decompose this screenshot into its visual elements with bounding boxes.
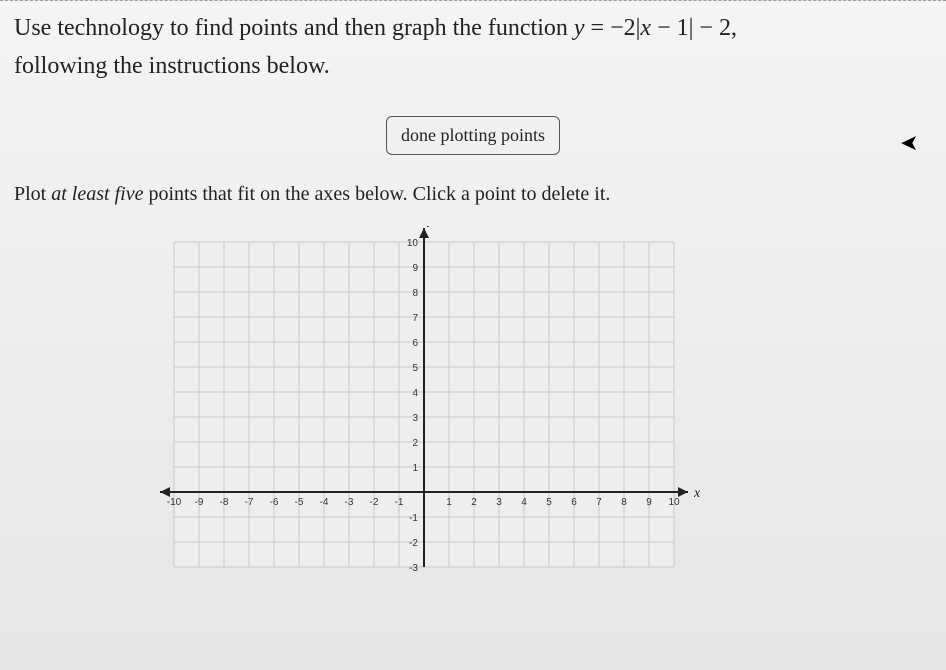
svg-text:9: 9 xyxy=(646,497,652,508)
svg-text:6: 6 xyxy=(571,497,577,508)
question-text: Use technology to find points and then g… xyxy=(14,9,932,86)
svg-text:1: 1 xyxy=(412,463,418,474)
svg-text:4: 4 xyxy=(412,388,418,399)
svg-text:4: 4 xyxy=(521,497,527,508)
instructions-suffix: points that fit on the axes below. Click… xyxy=(143,183,610,205)
cursor-icon: ➤ xyxy=(900,130,918,156)
svg-text:7: 7 xyxy=(596,497,602,508)
svg-text:2: 2 xyxy=(412,438,418,449)
svg-text:5: 5 xyxy=(546,497,552,508)
svg-text:5: 5 xyxy=(412,363,418,374)
svg-text:-1: -1 xyxy=(409,513,418,524)
svg-text:-3: -3 xyxy=(409,563,418,574)
graph-svg[interactable]: -10 -9 -8 -7 -6 -5 -4 -3 -2 -1 1 2 3 4 5 6 7 8 9 10 -3 -2 -1 1 2… xyxy=(144,226,714,606)
svg-text:3: 3 xyxy=(496,497,502,508)
svg-text:x: x xyxy=(693,486,701,501)
question-line1-prefix: Use technology to find points and then g… xyxy=(14,15,574,41)
question-equation: y = −2|x − 1| − 2, xyxy=(574,15,737,41)
svg-text:-6: -6 xyxy=(270,497,279,508)
svg-text:-3: -3 xyxy=(345,497,354,508)
done-plotting-button[interactable]: done plotting points xyxy=(386,116,560,155)
coordinate-plane[interactable]: -10 -9 -8 -7 -6 -5 -4 -3 -2 -1 1 2 3 4 5 6 7 8 9 10 -3 -2 -1 1 2… xyxy=(144,226,714,606)
svg-text:1: 1 xyxy=(446,497,452,508)
svg-text:10: 10 xyxy=(407,238,419,249)
svg-text:9: 9 xyxy=(412,263,418,274)
instructions-emph: at least five xyxy=(51,183,143,205)
svg-text:7: 7 xyxy=(412,313,418,324)
svg-text:-8: -8 xyxy=(220,497,229,508)
svg-text:-4: -4 xyxy=(320,497,329,508)
svg-text:3: 3 xyxy=(412,413,418,424)
svg-text:-1: -1 xyxy=(395,497,404,508)
svg-text:-9: -9 xyxy=(195,497,204,508)
svg-text:8: 8 xyxy=(412,288,418,299)
svg-text:8: 8 xyxy=(621,497,627,508)
svg-text:-2: -2 xyxy=(409,538,418,549)
question-line2: following the instructions below. xyxy=(14,53,330,79)
svg-text:-2: -2 xyxy=(370,497,379,508)
svg-text:-5: -5 xyxy=(295,497,304,508)
svg-text:6: 6 xyxy=(412,338,418,349)
svg-text:10: 10 xyxy=(668,497,680,508)
svg-text:y: y xyxy=(426,226,435,228)
plot-instructions: Plot at least five points that fit on th… xyxy=(14,183,932,206)
svg-text:2: 2 xyxy=(471,497,477,508)
svg-text:-7: -7 xyxy=(245,497,254,508)
svg-text:-10: -10 xyxy=(167,497,182,508)
instructions-prefix: Plot xyxy=(14,183,51,205)
